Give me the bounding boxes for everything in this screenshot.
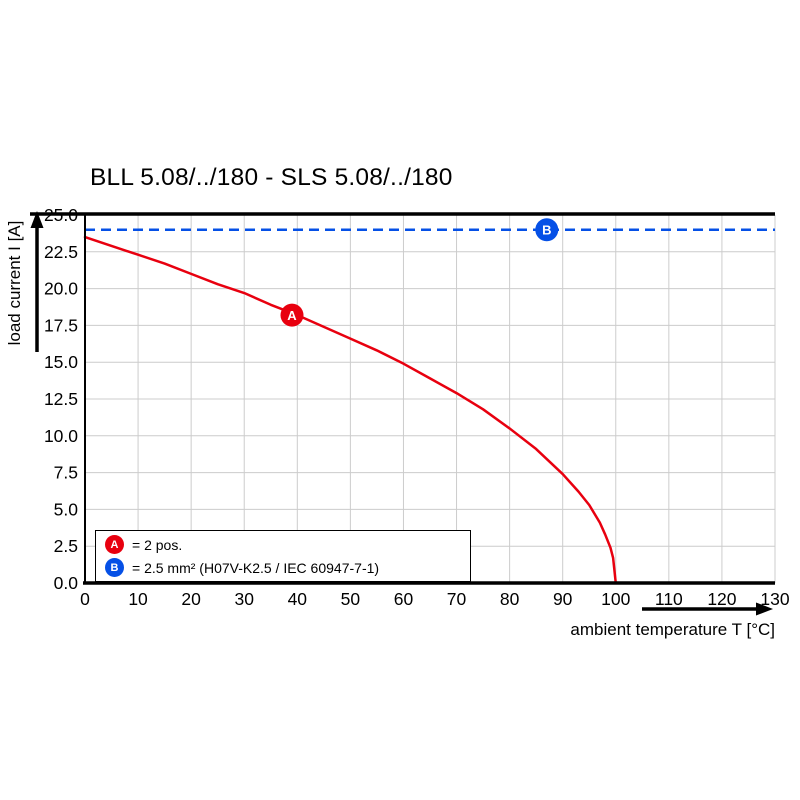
y-tick-label: 0.0: [54, 573, 79, 593]
legend: A = 2 pos. B = 2.5 mm² (H07V-K2.5 / IEC …: [95, 530, 471, 582]
y-tick-label: 25.0: [44, 205, 78, 225]
x-tick-label: 30: [234, 589, 254, 609]
x-axis-label: ambient temperature T [°C]: [570, 620, 775, 639]
x-tick-label: 70: [447, 589, 467, 609]
y-tick-label: 10.0: [44, 426, 78, 446]
y-tick-label: 2.5: [54, 536, 78, 556]
y-tick-label: 5.0: [54, 499, 79, 519]
y-tick-label: 17.5: [44, 315, 78, 335]
marker-b-letter: B: [542, 223, 551, 238]
legend-item-a: A = 2 pos.: [105, 535, 470, 554]
x-tick-label: 10: [128, 589, 148, 609]
y-axis-arrow-head-icon: [30, 211, 44, 228]
y-tick-label: 15.0: [44, 352, 78, 372]
y-tick-label: 20.0: [44, 279, 78, 299]
legend-marker-b-icon: B: [105, 558, 124, 577]
x-tick-label: 50: [341, 589, 361, 609]
x-tick-label: 40: [288, 589, 308, 609]
x-tick-label: 120: [707, 589, 736, 609]
legend-item-b: B = 2.5 mm² (H07V-K2.5 / IEC 60947-7-1): [105, 558, 470, 577]
marker-b-icon: [535, 218, 559, 242]
x-tick-label: 130: [760, 589, 789, 609]
x-tick-label: 90: [553, 589, 573, 609]
y-tick-label: 7.5: [54, 463, 78, 483]
x-tick-label: 100: [601, 589, 630, 609]
legend-label-a: = 2 pos.: [132, 536, 183, 553]
x-tick-label: 20: [181, 589, 201, 609]
chart-title: BLL 5.08/../180 - SLS 5.08/../180: [90, 164, 453, 191]
x-tick-label: 60: [394, 589, 414, 609]
y-tick-label: 12.5: [44, 389, 78, 409]
x-tick-label: 0: [80, 589, 90, 609]
y-tick-label: 22.5: [44, 242, 78, 262]
legend-label-b: = 2.5 mm² (H07V-K2.5 / IEC 60947-7-1): [132, 559, 380, 576]
x-axis-arrow-head-icon: [756, 602, 773, 616]
marker-a-icon: [280, 303, 304, 327]
legend-marker-a-icon: A: [105, 535, 124, 554]
x-tick-label: 110: [655, 589, 683, 609]
x-tick-label: 80: [500, 589, 520, 609]
series-a-curve: [83, 235, 618, 585]
marker-a-letter: A: [287, 308, 297, 323]
